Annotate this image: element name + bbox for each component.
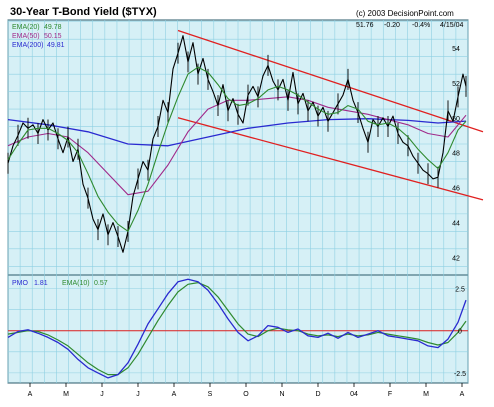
x-tick-label: M	[63, 391, 69, 398]
y-tick-label: 2.5	[455, 287, 465, 294]
pmo-ema10-line	[7, 282, 467, 376]
legend-ema20-value: 49.78	[44, 24, 62, 31]
legend-pmo-name: PMO	[12, 280, 29, 287]
y-tick-label: 52	[452, 81, 460, 88]
copyright: (c) 2003 DecisionPoint.com	[356, 9, 454, 18]
trend-lower-line	[177, 117, 484, 201]
y-tick-label: 44	[452, 221, 460, 228]
stat-date: 4/15/04	[440, 22, 463, 29]
y-tick-label: 0	[458, 329, 462, 336]
upper-legend: EMA(20) 49.78 EMA(50) 50.15 EMA(200) 49.…	[12, 24, 65, 49]
x-tick-label: J	[136, 391, 140, 398]
y-tick-label: -2.5	[454, 371, 466, 378]
legend-pmo-value: 1.81	[34, 280, 48, 287]
legend-ema200-value: 49.81	[47, 42, 65, 49]
trend-upper-line	[177, 29, 484, 133]
legend-ema20-name: EMA(20)	[12, 24, 40, 31]
x-ticks: A M J J A S O N D 04 F M A	[28, 383, 465, 398]
y-tick-label: 50	[452, 116, 460, 123]
x-tick-label: A	[460, 391, 465, 398]
x-tick-label: O	[243, 391, 249, 398]
legend-ema200-name: EMA(200)	[12, 42, 44, 49]
y-tick-label: 46	[452, 186, 460, 193]
lower-series	[7, 278, 468, 379]
upper-y-ticks: 42 44 46 48 50 52 54	[452, 46, 460, 263]
lower-grid	[7, 275, 469, 383]
stats-readout: 51.76 -0.20 -0.4% 4/15/04	[356, 22, 463, 29]
x-tick-label: F	[388, 391, 392, 398]
lower-legend: PMO 1.81 EMA(10) 0.57	[12, 280, 108, 287]
x-tick-label: 04	[350, 391, 358, 398]
x-tick-label: J	[100, 391, 104, 398]
x-tick-label: S	[208, 391, 213, 398]
x-tick-label: D	[315, 391, 320, 398]
stat-close: 51.76	[356, 22, 374, 29]
pmo-line	[7, 278, 467, 379]
chart-title: 30-Year T-Bond Yield ($TYX)	[10, 6, 157, 18]
upper-series	[7, 29, 484, 253]
y-tick-label: 48	[452, 151, 460, 158]
x-tick-label: A	[172, 391, 177, 398]
ema20-line	[7, 66, 467, 232]
legend-ema10-value: 0.57	[94, 280, 108, 287]
y-tick-label: 54	[452, 46, 460, 53]
stat-percent: -0.4%	[412, 22, 430, 29]
y-tick-label: 42	[452, 256, 460, 263]
ema200-line	[7, 118, 467, 147]
x-tick-label: A	[28, 391, 33, 398]
legend-ema50-name: EMA(50)	[12, 33, 40, 40]
legend-ema10-name: EMA(10)	[62, 280, 90, 287]
legend-ema50-value: 50.15	[44, 33, 62, 40]
stat-change: -0.20	[384, 22, 400, 29]
x-tick-label: N	[279, 391, 284, 398]
x-tick-label: M	[423, 391, 429, 398]
lower-y-ticks: 2.5 0 -2.5	[454, 287, 466, 378]
